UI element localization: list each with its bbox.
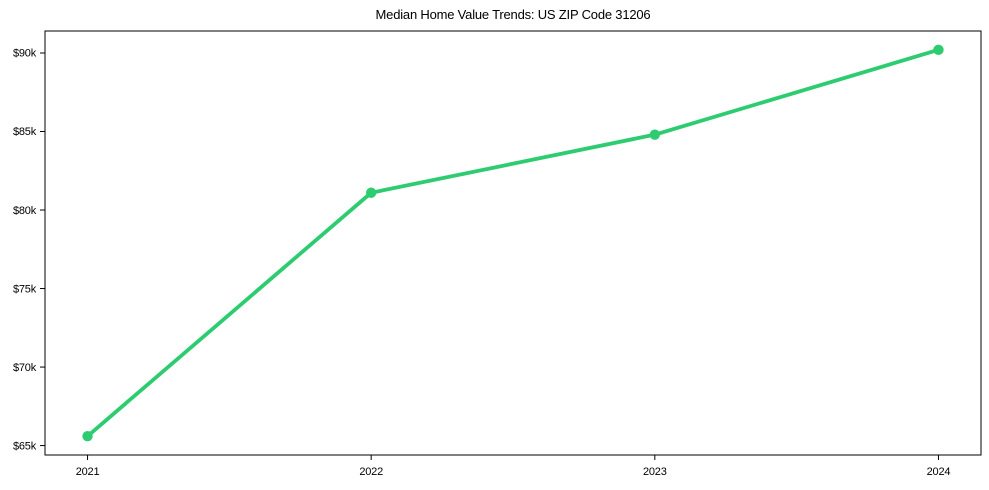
y-tick-label: $80k: [13, 205, 37, 217]
y-tick-label: $70k: [13, 362, 37, 374]
chart-title: Median Home Value Trends: US ZIP Code 31…: [375, 7, 651, 22]
x-tick-label: 2024: [927, 466, 951, 478]
trend-line: [85, 47, 941, 439]
data-point-marker: [933, 44, 944, 56]
data-point-marker: [82, 430, 93, 442]
y-tick-label: $65k: [13, 440, 37, 452]
y-tick-label: $90k: [13, 48, 37, 60]
y-tick-label: $75k: [13, 283, 37, 295]
data-point-marker: [365, 187, 377, 198]
x-tick-label: 2021: [76, 466, 100, 478]
data-point-marker: [649, 129, 661, 140]
x-tick-label: 2023: [643, 466, 667, 478]
x-tick-label: 2022: [359, 466, 383, 478]
plot-border: [44, 30, 982, 456]
y-tick-label: $85k: [13, 126, 37, 138]
